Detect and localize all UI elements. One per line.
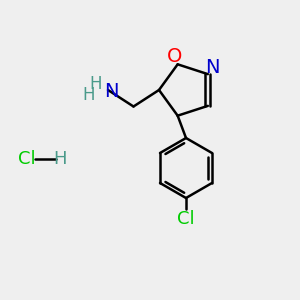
Text: H: H (90, 75, 102, 93)
Text: O: O (167, 47, 182, 66)
Text: Cl: Cl (18, 150, 36, 168)
Text: H: H (53, 150, 67, 168)
Text: H: H (82, 85, 95, 103)
Text: N: N (104, 82, 118, 101)
Text: N: N (205, 58, 220, 77)
Text: Cl: Cl (177, 210, 195, 228)
